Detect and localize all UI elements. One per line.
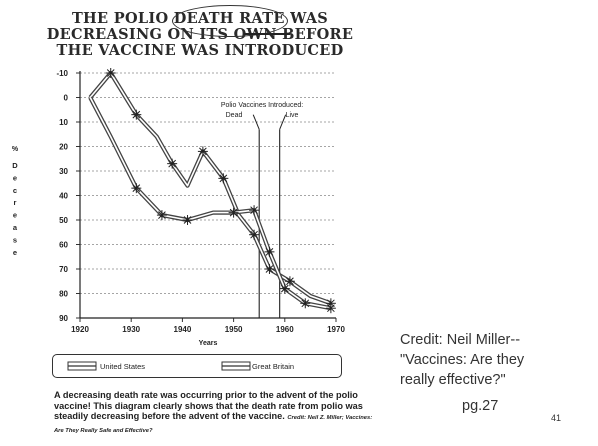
x-tick-label: 1920 (71, 325, 89, 334)
y-tick-label: 40 (59, 192, 68, 201)
credit-line-2: "Vaccines: Are they (400, 352, 525, 368)
data-point-us (284, 276, 295, 287)
x-tick-label: 1960 (276, 325, 294, 334)
y-axis-label-letter: r (14, 198, 17, 207)
hand-drawn-circle (172, 5, 288, 37)
series-line-gb (88, 96, 332, 311)
x-tick-label: 1970 (327, 325, 345, 334)
y-axis-label-letter: e (13, 211, 17, 220)
data-point-gb (264, 246, 275, 257)
page-reference: pg.27 (462, 398, 499, 414)
series-line-inner-us (89, 72, 332, 305)
legend-label-gb: Great Britain (252, 362, 294, 371)
title-line-3: THE VACCINE WAS INTRODUCED (56, 42, 344, 59)
y-axis-label-letter: a (13, 223, 18, 232)
title-text-segment: THE POLIO (71, 10, 174, 27)
y-tick-label: 50 (59, 216, 68, 225)
y-axis-label-letter: e (13, 248, 17, 257)
y-tick-label: 60 (59, 241, 68, 250)
live-pointer (279, 114, 287, 130)
y-tick-label: 70 (59, 265, 68, 274)
annotation-live-label: Live (286, 112, 299, 119)
data-point-us (218, 173, 229, 184)
dead-pointer (252, 114, 260, 130)
strikethrough-line (244, 33, 290, 35)
y-tick-label: -10 (56, 69, 68, 78)
credit-line-1: Credit: Neil Miller-- (400, 332, 521, 348)
data-point-gb (228, 207, 239, 218)
x-axis-label: Years (199, 340, 218, 347)
y-tick-label: 10 (59, 118, 68, 127)
x-tick-label: 1930 (122, 325, 140, 334)
legend-label-us: United States (100, 362, 145, 371)
y-tick-label: 80 (59, 290, 68, 299)
y-axis-label-letter: e (13, 173, 17, 182)
annotation-heading: Polio Vaccines Introduced: (221, 102, 303, 109)
x-tick-label: 1950 (225, 325, 243, 334)
caption-text: A decreasing death rate was occurring pr… (54, 390, 363, 422)
data-point-gb (325, 303, 336, 314)
y-axis-label-letter: c (13, 186, 17, 195)
data-point-gb (156, 210, 167, 221)
credit-block: Credit: Neil Miller-- "Vaccines: Are the… (400, 330, 570, 390)
legend-box (52, 354, 342, 378)
slide-number: 41 (551, 413, 562, 423)
series-line-inner-gb (89, 97, 332, 309)
data-point-us (197, 146, 208, 157)
y-tick-label: 30 (59, 167, 68, 176)
caption: A decreasing death rate was occurring pr… (54, 390, 379, 436)
y-axis-label-letter: s (13, 235, 17, 244)
data-point-us (249, 229, 260, 240)
y-axis-label-letter: D (12, 161, 18, 170)
data-point-gb (131, 183, 142, 194)
y-tick-label: 90 (59, 314, 68, 323)
data-point-gb (300, 298, 311, 309)
data-point-us (167, 158, 178, 169)
data-point-us (264, 264, 275, 274)
title-text-segment: BEFORE (276, 26, 354, 43)
title-text-segment: DECREASING (46, 26, 168, 43)
data-point-us (131, 109, 142, 120)
y-axis-label: % (12, 146, 19, 153)
y-tick-label: 0 (64, 94, 69, 103)
y-tick-label: 20 (59, 143, 68, 152)
title-text-segment: WAS (284, 10, 329, 27)
data-point-gb (279, 283, 290, 294)
data-point-us (105, 68, 116, 78)
data-point-gb (182, 215, 193, 225)
annotation-dead-label: Dead (226, 112, 243, 119)
data-point-gb (249, 205, 260, 216)
x-tick-label: 1940 (174, 325, 192, 334)
credit-line-3: really effective?" (400, 372, 506, 388)
caption-source: Credit: Neil Z. Miller; Vaccines: Are Th… (54, 415, 373, 434)
